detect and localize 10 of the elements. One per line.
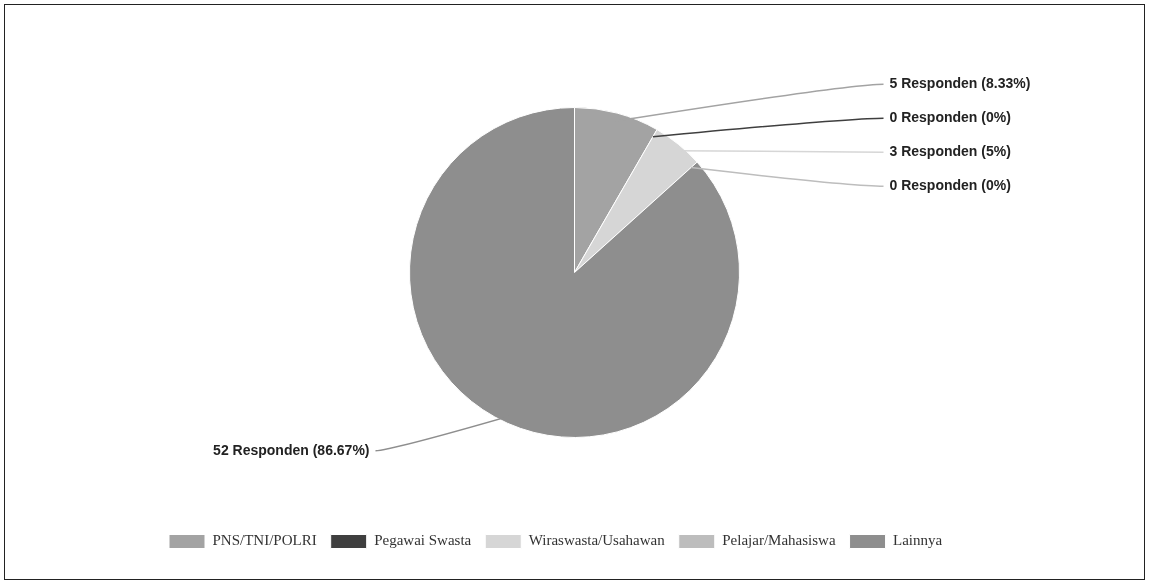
legend-label: Lainnya: [893, 532, 943, 549]
text: 0 Responden (0%): [889, 177, 1011, 193]
data-label: 3 Responden (5%): [889, 143, 1011, 159]
text: 0 Responden (0%): [889, 109, 1011, 125]
legend-label: Pelajar/Mahasiswa: [722, 532, 836, 549]
data-label: 52 Responden (86.67%): [213, 441, 370, 458]
legend-label: PNS/TNI/POLRI: [212, 532, 317, 549]
data-label: 5 Responden (8.33%): [889, 75, 1031, 91]
legend-label: Wiraswasta/Usahawan: [528, 532, 666, 549]
legend-label: Pegawai Swasta: [374, 532, 472, 549]
